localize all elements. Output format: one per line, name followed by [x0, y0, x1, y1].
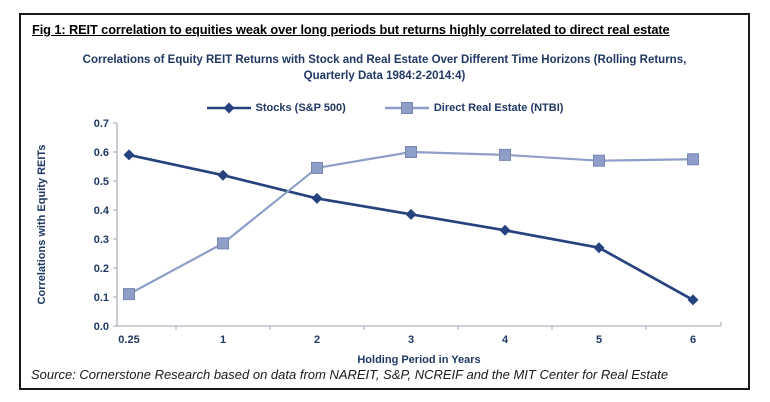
x-tick-label: 5 — [596, 334, 602, 346]
data-point-diamond-icon — [593, 242, 605, 254]
y-tick-label: 0.6 — [94, 147, 109, 159]
figure-title: Fig 1: REIT correlation to equities weak… — [32, 22, 670, 37]
y-tick-label: 0.2 — [94, 263, 109, 275]
data-point-square-icon — [593, 154, 605, 167]
figure-frame: Fig 1: REIT correlation to equities weak… — [19, 13, 750, 390]
y-tick-label: 0.4 — [94, 205, 110, 217]
data-point-diamond-icon — [687, 294, 699, 306]
x-axis-title: Holding Period in Years — [357, 354, 480, 366]
x-tick-label: 1 — [220, 334, 226, 346]
chart-title-line-1: Correlations of Equity REIT Returns with… — [82, 54, 687, 66]
x-tick-label: 0.25 — [118, 334, 139, 346]
legend-marker-direct-real-estate-square-icon — [384, 102, 430, 114]
chart-title: Correlations of Equity REIT Returns with… — [21, 52, 748, 84]
x-tick-label: 6 — [690, 334, 696, 346]
chart-title-line-2: Quarterly Data 1984:2-2014:4) — [303, 70, 466, 82]
legend-item-stocks: Stocks (S&P 500) — [206, 102, 346, 114]
legend-label-direct-real-estate: Direct Real Estate (NTBI) — [433, 102, 564, 114]
x-tick-label: 3 — [408, 334, 414, 346]
y-axis-title: Correlations with Equity REITs — [36, 145, 48, 305]
y-tick-label: 0.3 — [94, 234, 109, 246]
y-tick-label: 0.0 — [94, 321, 109, 333]
x-tick-label: 2 — [314, 334, 320, 346]
data-point-diamond-icon — [499, 224, 511, 236]
series-line-stocks — [128, 153, 694, 302]
data-point-square-icon — [687, 153, 699, 166]
legend-label-stocks: Stocks (S&P 500) — [255, 102, 346, 114]
data-point-square-icon — [217, 237, 229, 250]
data-point-diamond-icon — [311, 192, 323, 204]
y-tick-label: 0.5 — [94, 176, 109, 188]
y-tick-label: 0.1 — [94, 292, 109, 304]
data-point-square-icon — [499, 148, 511, 161]
data-point-diamond-icon — [405, 208, 417, 220]
data-point-square-icon — [405, 146, 417, 158]
line-chart-plot-area: 0.0 0.1 0.2 0.3 0.4 0.5 0.6 0.7 0.25 1 2 3 4 5 6 Holdin… — [36, 118, 722, 366]
data-point-square-icon — [311, 161, 323, 174]
data-point-diamond-icon — [123, 149, 135, 161]
y-tick-label: 0.7 — [94, 118, 109, 130]
source-note: Source: Cornerstone Research based on da… — [31, 367, 669, 382]
data-point-diamond-icon — [217, 169, 229, 181]
legend-marker-stocks-diamond-icon — [206, 102, 252, 114]
legend-item-direct-real-estate: Direct Real Estate (NTBI) — [384, 102, 564, 114]
x-tick-label: 4 — [502, 334, 509, 346]
data-point-square-icon — [123, 288, 135, 301]
chart-legend: Stocks (S&P 500) Direct Real Estate (NTB… — [21, 102, 748, 114]
